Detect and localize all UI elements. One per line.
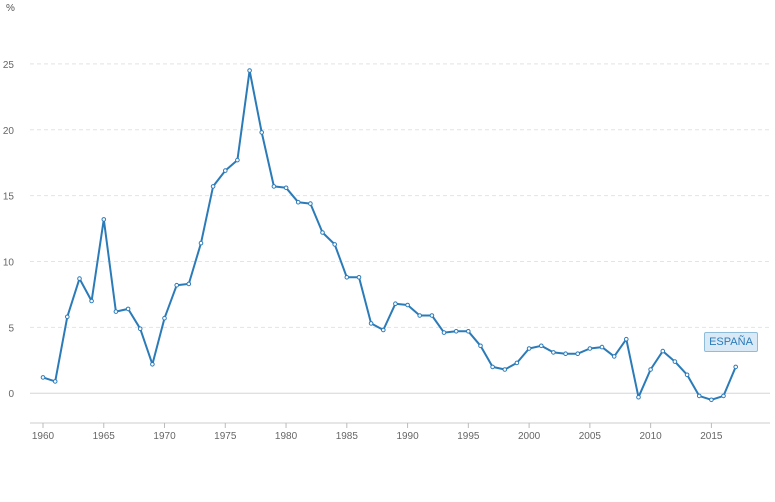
data-point[interactable] — [210, 184, 216, 189]
x-tick-label: 2005 — [579, 431, 602, 442]
x-tick-label: 2000 — [518, 431, 541, 442]
data-point[interactable] — [721, 393, 726, 399]
x-tick-label: 1965 — [93, 431, 116, 442]
x-tick-label: 1975 — [214, 431, 237, 442]
data-point[interactable] — [587, 346, 593, 351]
x-tick-label: 1990 — [396, 431, 419, 442]
data-point[interactable] — [466, 329, 471, 334]
data-point[interactable] — [295, 199, 301, 205]
data-point[interactable] — [624, 336, 629, 342]
data-point[interactable] — [514, 360, 520, 366]
data-point[interactable] — [709, 397, 714, 403]
x-tick-label: 1985 — [336, 431, 359, 442]
data-point[interactable] — [186, 281, 192, 287]
data-point[interactable] — [368, 321, 374, 326]
x-tick-label: 2015 — [700, 431, 723, 442]
data-point[interactable] — [417, 313, 423, 318]
x-tick-label: 1995 — [457, 431, 480, 442]
data-point[interactable] — [478, 343, 483, 349]
data-point[interactable] — [660, 348, 666, 354]
x-tick-label: 1970 — [153, 431, 176, 442]
y-tick-label: 25 — [3, 60, 15, 71]
data-point[interactable] — [247, 68, 252, 73]
data-point[interactable] — [490, 364, 495, 370]
data-point[interactable] — [235, 157, 240, 163]
data-point[interactable] — [198, 240, 204, 246]
data-point[interactable] — [563, 351, 568, 357]
data-point[interactable] — [684, 372, 690, 378]
y-tick-label: 0 — [8, 389, 14, 400]
data-point[interactable] — [599, 344, 605, 350]
data-point[interactable] — [113, 309, 119, 314]
data-point[interactable] — [320, 230, 325, 235]
data-point[interactable] — [332, 242, 338, 247]
data-point[interactable] — [453, 329, 459, 334]
data-point[interactable] — [539, 343, 544, 349]
y-axis-unit-label: % — [6, 3, 15, 14]
x-tick-label: 2010 — [640, 431, 663, 442]
data-point[interactable] — [381, 327, 386, 333]
data-point[interactable] — [611, 354, 617, 359]
data-point[interactable] — [52, 379, 58, 384]
data-point[interactable] — [356, 275, 362, 280]
data-point[interactable] — [40, 375, 46, 380]
data-point[interactable] — [174, 282, 179, 288]
data-point[interactable] — [101, 217, 107, 222]
data-point[interactable] — [696, 393, 702, 399]
data-point[interactable] — [259, 130, 265, 135]
data-point[interactable] — [636, 394, 641, 400]
data-point[interactable] — [271, 184, 277, 189]
data-point[interactable] — [150, 362, 155, 367]
data-point[interactable] — [575, 351, 581, 357]
data-point[interactable] — [223, 168, 228, 173]
data-point[interactable] — [125, 306, 131, 312]
data-point[interactable] — [405, 302, 410, 308]
data-point[interactable] — [65, 314, 70, 320]
axes: 0 5 10 15 20 25 1960 1965 1970 1975 1980 1985 1990 19… — [3, 60, 770, 442]
data-point[interactable] — [162, 315, 167, 321]
x-tick-label: 1960 — [32, 431, 55, 442]
data-point[interactable] — [283, 185, 289, 191]
y-tick-label: 20 — [3, 126, 15, 137]
x-tick-label: 1980 — [275, 431, 298, 442]
data-point[interactable] — [344, 275, 350, 280]
data-point[interactable] — [89, 298, 94, 304]
data-point[interactable] — [429, 313, 435, 318]
data-point[interactable] — [648, 367, 653, 372]
data-point[interactable] — [502, 367, 508, 372]
y-tick-label: 10 — [3, 258, 15, 269]
data-point[interactable] — [551, 350, 556, 355]
data-point[interactable] — [137, 326, 143, 332]
series-line — [42, 69, 737, 401]
data-point[interactable] — [733, 364, 739, 370]
data-point[interactable] — [393, 301, 398, 307]
data-point[interactable] — [308, 201, 313, 206]
data-point[interactable] — [526, 346, 532, 351]
y-tick-label: 5 — [8, 323, 14, 334]
y-tick-label: 15 — [3, 192, 15, 203]
data-point[interactable] — [672, 359, 678, 364]
data-point[interactable] — [77, 276, 82, 281]
data-point[interactable] — [441, 330, 447, 335]
series-label-espana[interactable]: ESPAÑA — [704, 332, 758, 352]
series-layer — [40, 68, 739, 403]
gridlines — [30, 63, 770, 394]
